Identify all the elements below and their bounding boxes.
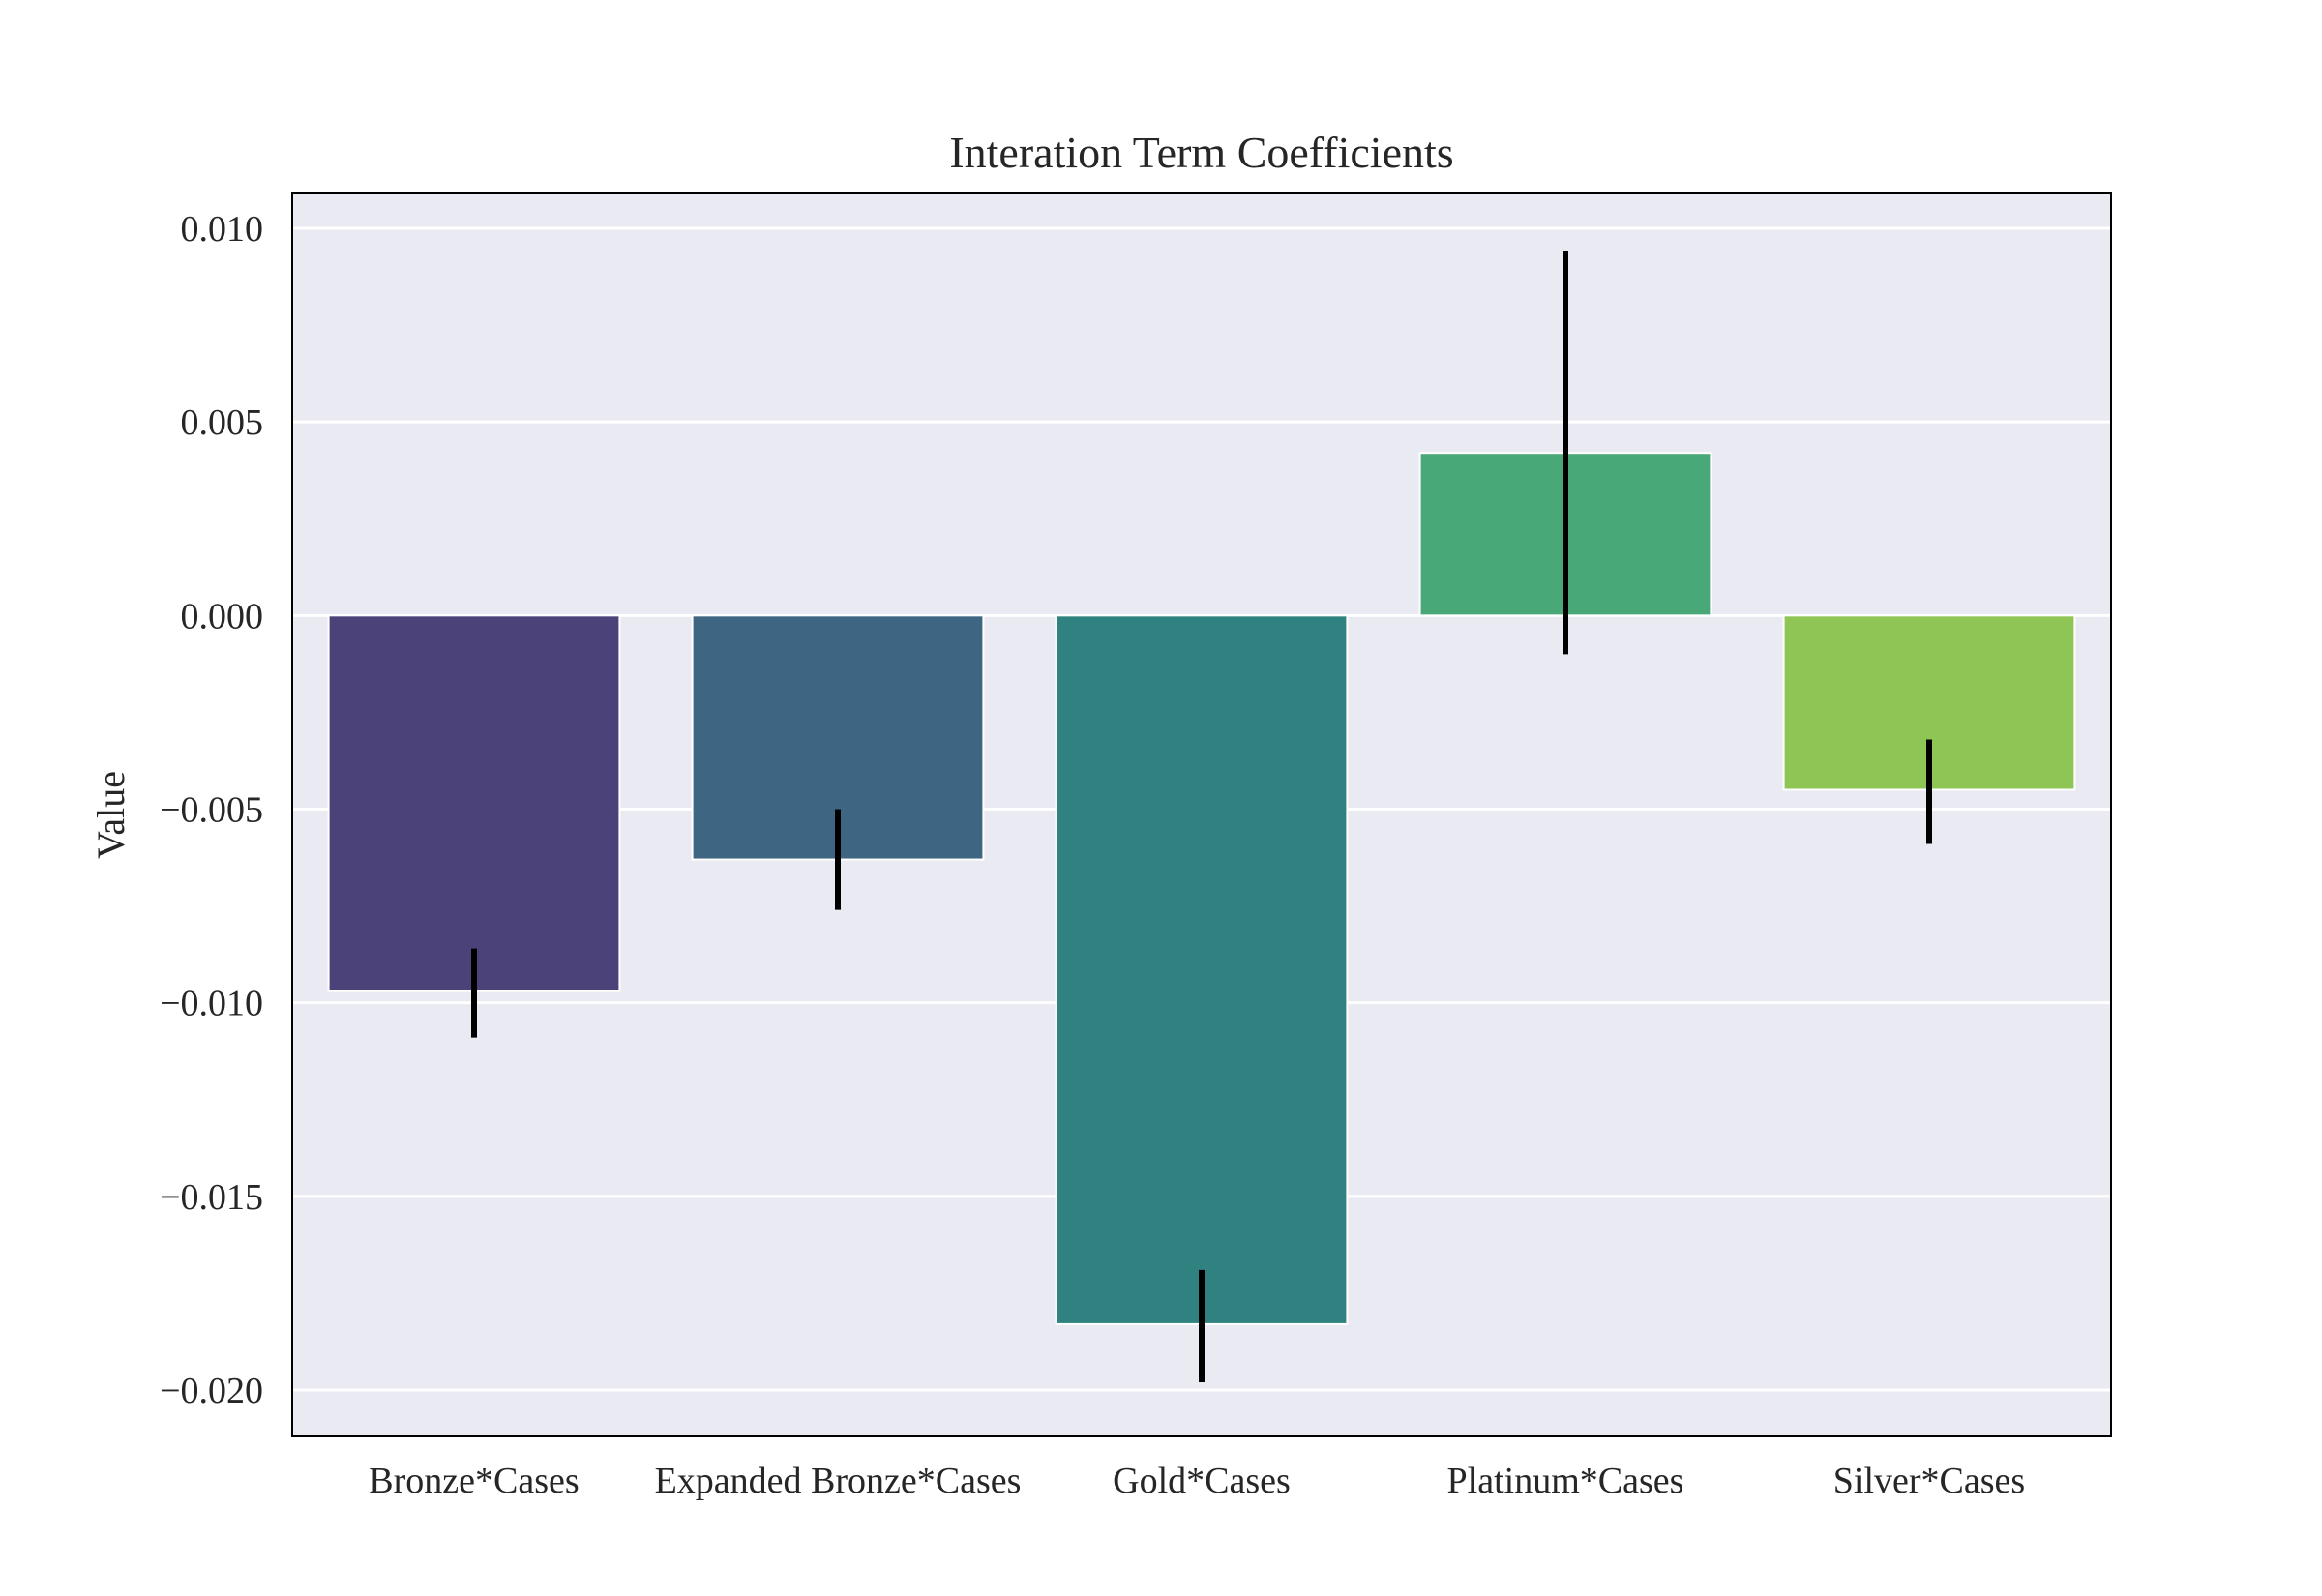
- y-tick-label: −0.010: [160, 984, 263, 1024]
- x-tick-label: Expanded Bronze*Cases: [655, 1461, 1022, 1501]
- bar: [327, 614, 621, 992]
- error-bars: [471, 251, 1932, 1382]
- y-tick-label: 0.010: [181, 209, 264, 250]
- x-tick-labels: Bronze*Cases Expanded Bronze*Cases Gold*Ca…: [369, 1461, 2025, 1501]
- y-axis-label: Value: [89, 771, 133, 859]
- x-tick-label: Silver*Cases: [1833, 1461, 2025, 1501]
- x-tick-label: Bronze*Cases: [369, 1461, 579, 1501]
- chart-title: Interation Term Coefficients: [949, 128, 1453, 177]
- x-tick-label: Gold*Cases: [1113, 1461, 1291, 1501]
- y-tick-label: −0.005: [160, 789, 263, 830]
- x-tick-label: Platinum*Cases: [1447, 1461, 1684, 1501]
- y-tick-label: −0.020: [160, 1371, 263, 1411]
- bar: [1055, 614, 1349, 1325]
- plot-frame: [291, 192, 2112, 1437]
- y-tick-label: −0.015: [160, 1177, 263, 1218]
- y-tick-label: 0.000: [181, 596, 264, 636]
- y-tick-labels: 0.010 0.005 0.000 −0.005 −0.010 −0.015 −0.020: [160, 209, 263, 1411]
- y-tick-label: 0.005: [181, 402, 264, 443]
